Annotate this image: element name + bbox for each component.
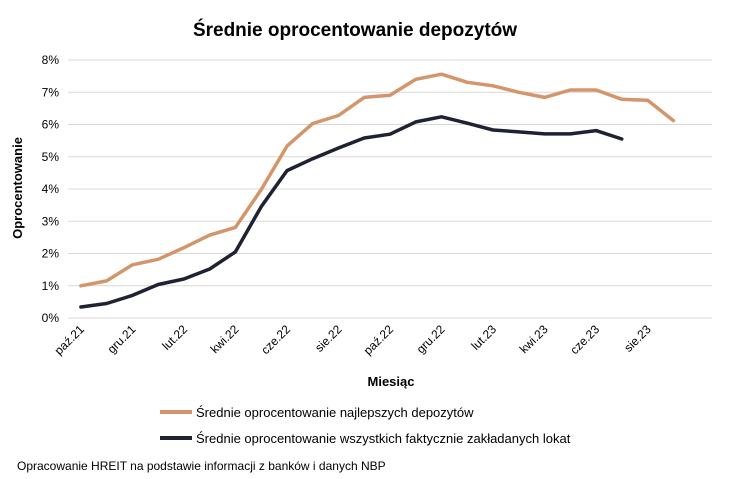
x-tick-label: cze.22: [258, 322, 293, 357]
x-tick-label: paź.21: [52, 322, 88, 358]
x-tick-label: sie.22: [312, 322, 345, 355]
y-tick-label: 4%: [42, 182, 60, 196]
x-tick-label: kwi.23: [517, 322, 551, 356]
x-tick-label: cze.23: [567, 322, 602, 357]
line-chart: 0% 1% 2% 3% 4% 5% 6% 7% 8% paź.21 gru.21 lut.22 kwi…: [10, 53, 712, 389]
x-tick-label: gru.22: [414, 322, 448, 356]
series-line-best-deposits: [79, 72, 676, 288]
source-note: Opracowanie HREIT na podstawie informacj…: [17, 459, 386, 473]
legend-label-best-deposits: Średnie oprocentowanie najlepszych depoz…: [196, 404, 474, 420]
legend: Średnie oprocentowanie najlepszych depoz…: [160, 399, 570, 451]
y-tick-label: 3%: [42, 214, 60, 228]
x-tick-label: sie.23: [621, 322, 654, 355]
x-tick-label: lut.22: [159, 322, 190, 353]
y-tick-label: 7%: [42, 85, 60, 99]
legend-swatch-best-deposits: [160, 410, 192, 414]
chart-title: Średnie oprocentowanie depozytów: [192, 20, 518, 41]
y-tick-label: 2%: [42, 247, 60, 261]
y-axis-title: Oprocentowanie: [10, 137, 25, 239]
y-tick-label: 6%: [42, 118, 60, 132]
y-tick-label: 0%: [42, 311, 60, 325]
y-tick-label: 1%: [42, 279, 60, 293]
series-line-all-deposits: [79, 115, 624, 309]
x-tick-label: lut.23: [469, 322, 500, 353]
y-tick-label: 5%: [42, 150, 60, 164]
x-tick-label: paź.22: [361, 322, 397, 358]
x-tick-label: kwi.22: [208, 322, 242, 356]
y-tick-label: 8%: [42, 53, 60, 67]
x-tick-label: gru.21: [105, 322, 139, 356]
legend-swatch-all-deposits: [160, 436, 192, 440]
legend-item-all-deposits: Średnie oprocentowanie wszystkich faktyc…: [160, 425, 570, 451]
x-axis-title: Miesiąc: [368, 374, 415, 389]
legend-label-all-deposits: Średnie oprocentowanie wszystkich faktyc…: [196, 430, 571, 446]
legend-item-best-deposits: Średnie oprocentowanie najlepszych depoz…: [160, 399, 570, 425]
